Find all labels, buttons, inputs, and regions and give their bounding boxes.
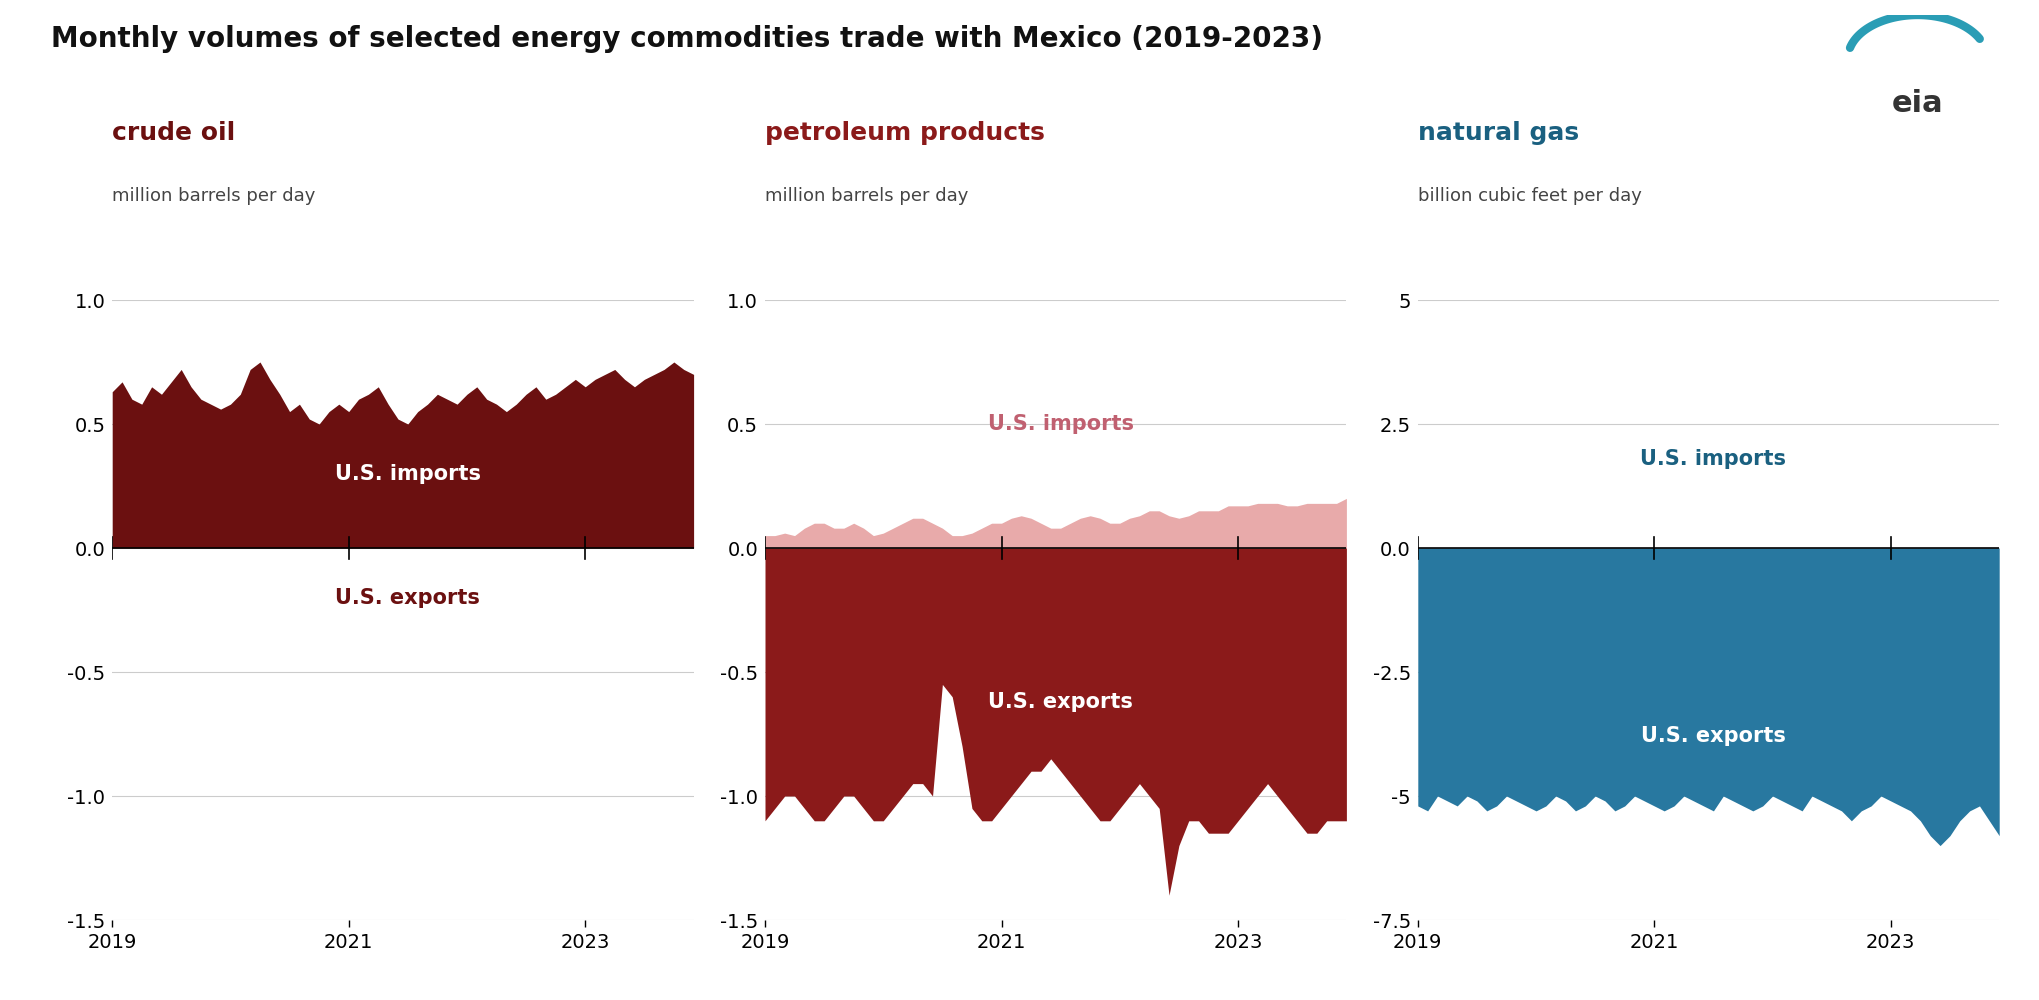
Text: crude oil: crude oil — [112, 121, 234, 145]
Text: U.S. exports: U.S. exports — [987, 692, 1132, 712]
Text: U.S. imports: U.S. imports — [334, 464, 481, 484]
Text: billion cubic feet per day: billion cubic feet per day — [1417, 187, 1641, 205]
Text: U.S. imports: U.S. imports — [1639, 449, 1786, 469]
Text: eia: eia — [1890, 90, 1943, 118]
Text: million barrels per day: million barrels per day — [112, 187, 316, 205]
Text: Monthly volumes of selected energy commodities trade with Mexico (2019-2023): Monthly volumes of selected energy commo… — [51, 25, 1323, 53]
Text: U.S. exports: U.S. exports — [1639, 726, 1784, 746]
Text: natural gas: natural gas — [1417, 121, 1578, 145]
Text: petroleum products: petroleum products — [765, 121, 1044, 145]
Text: U.S. exports: U.S. exports — [334, 588, 479, 608]
Text: U.S. imports: U.S. imports — [987, 414, 1134, 434]
Text: million barrels per day: million barrels per day — [765, 187, 969, 205]
